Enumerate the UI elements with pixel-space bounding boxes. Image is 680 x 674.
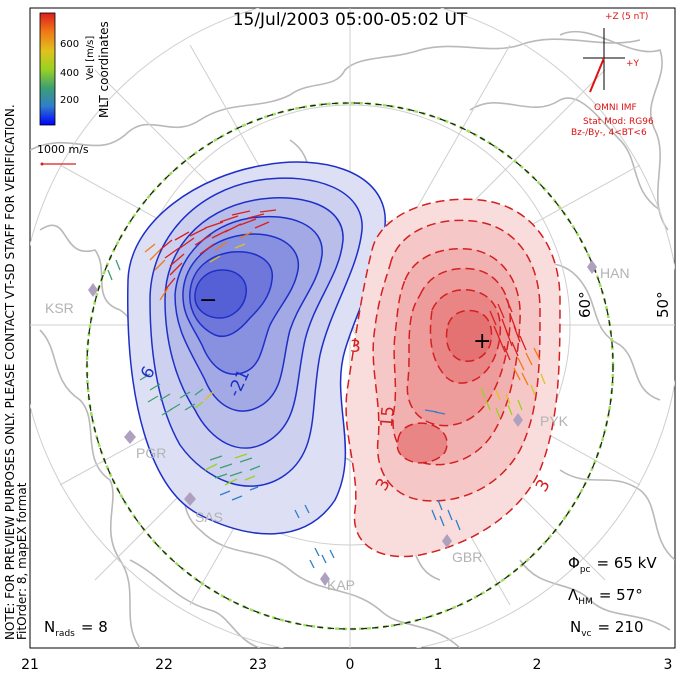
mlt-tick: 3 — [664, 657, 673, 673]
nrads-stat: Nrads = 8 — [44, 618, 108, 639]
coordinate-system-label: MLT coordinates — [97, 21, 111, 118]
colorbar-label: Vel [m/s] — [85, 36, 96, 80]
station-label: SAS — [195, 509, 223, 525]
mlt-tick: 2 — [533, 657, 542, 673]
dawn-cell — [345, 198, 561, 558]
stat-model-params: Bz-/By-, 4<BT<6 — [571, 128, 647, 138]
colorbar-tick: 600 — [60, 39, 79, 50]
phi-pc-stat: Φpc = 65 kV — [568, 554, 657, 575]
potential-max-marker: + — [473, 329, 491, 354]
imf-clock: +Z (5 nT) +Y OMNI IMF Stat Mod: RG96 Bz-… — [571, 12, 654, 138]
dusk-cell — [127, 161, 386, 535]
fit-order-note: FitOrder: 8, mapEX format — [15, 482, 29, 640]
map-title: 15/Jul/2003 05:00-05:02 UT — [233, 10, 468, 30]
contour-label: 3 — [532, 476, 555, 495]
velocity-vectors — [107, 209, 546, 569]
station-label: KAP — [327, 577, 355, 593]
imf-z-label: +Z (5 nT) — [605, 12, 648, 22]
lambda-hm-stat: ΛHM = 57° — [568, 586, 643, 607]
contour-label: 3 — [350, 337, 361, 357]
lat-label-50: 50° — [654, 291, 672, 318]
station-label: PYK — [540, 413, 569, 429]
velocity-colorbar — [39, 12, 56, 126]
plot-frame — [29, 7, 676, 649]
mlt-tick: 1 — [434, 657, 443, 673]
mlt-tick: 0 — [346, 657, 355, 673]
scale-vector-label: 1000 m/s — [37, 143, 89, 156]
stat-model-label: Stat Mod: RG96 — [583, 117, 654, 127]
nvc-stat: Nvc = 210 — [570, 618, 643, 639]
lat-label-60: 60° — [576, 291, 594, 318]
colorbar-tick: 200 — [60, 95, 79, 106]
potential-min-marker: − — [199, 288, 217, 313]
station-label: GBR — [452, 549, 482, 565]
colorbar-tick: 400 — [60, 68, 79, 79]
imf-source-label: OMNI IMF — [594, 103, 637, 113]
station-label: KSR — [45, 300, 74, 316]
station-label: PGR — [136, 445, 166, 461]
preview-note: NOTE: FOR PREVIEW PURPOSES ONLY. PLEASE … — [3, 104, 17, 640]
contour-label: 15 — [377, 405, 399, 428]
station-markers — [88, 260, 597, 586]
station-label: HAN — [600, 265, 630, 281]
mlt-tick: 23 — [249, 657, 267, 673]
imf-y-label: +Y — [626, 59, 640, 69]
mlt-tick: 22 — [155, 657, 173, 673]
mlt-tick: 21 — [21, 657, 39, 673]
